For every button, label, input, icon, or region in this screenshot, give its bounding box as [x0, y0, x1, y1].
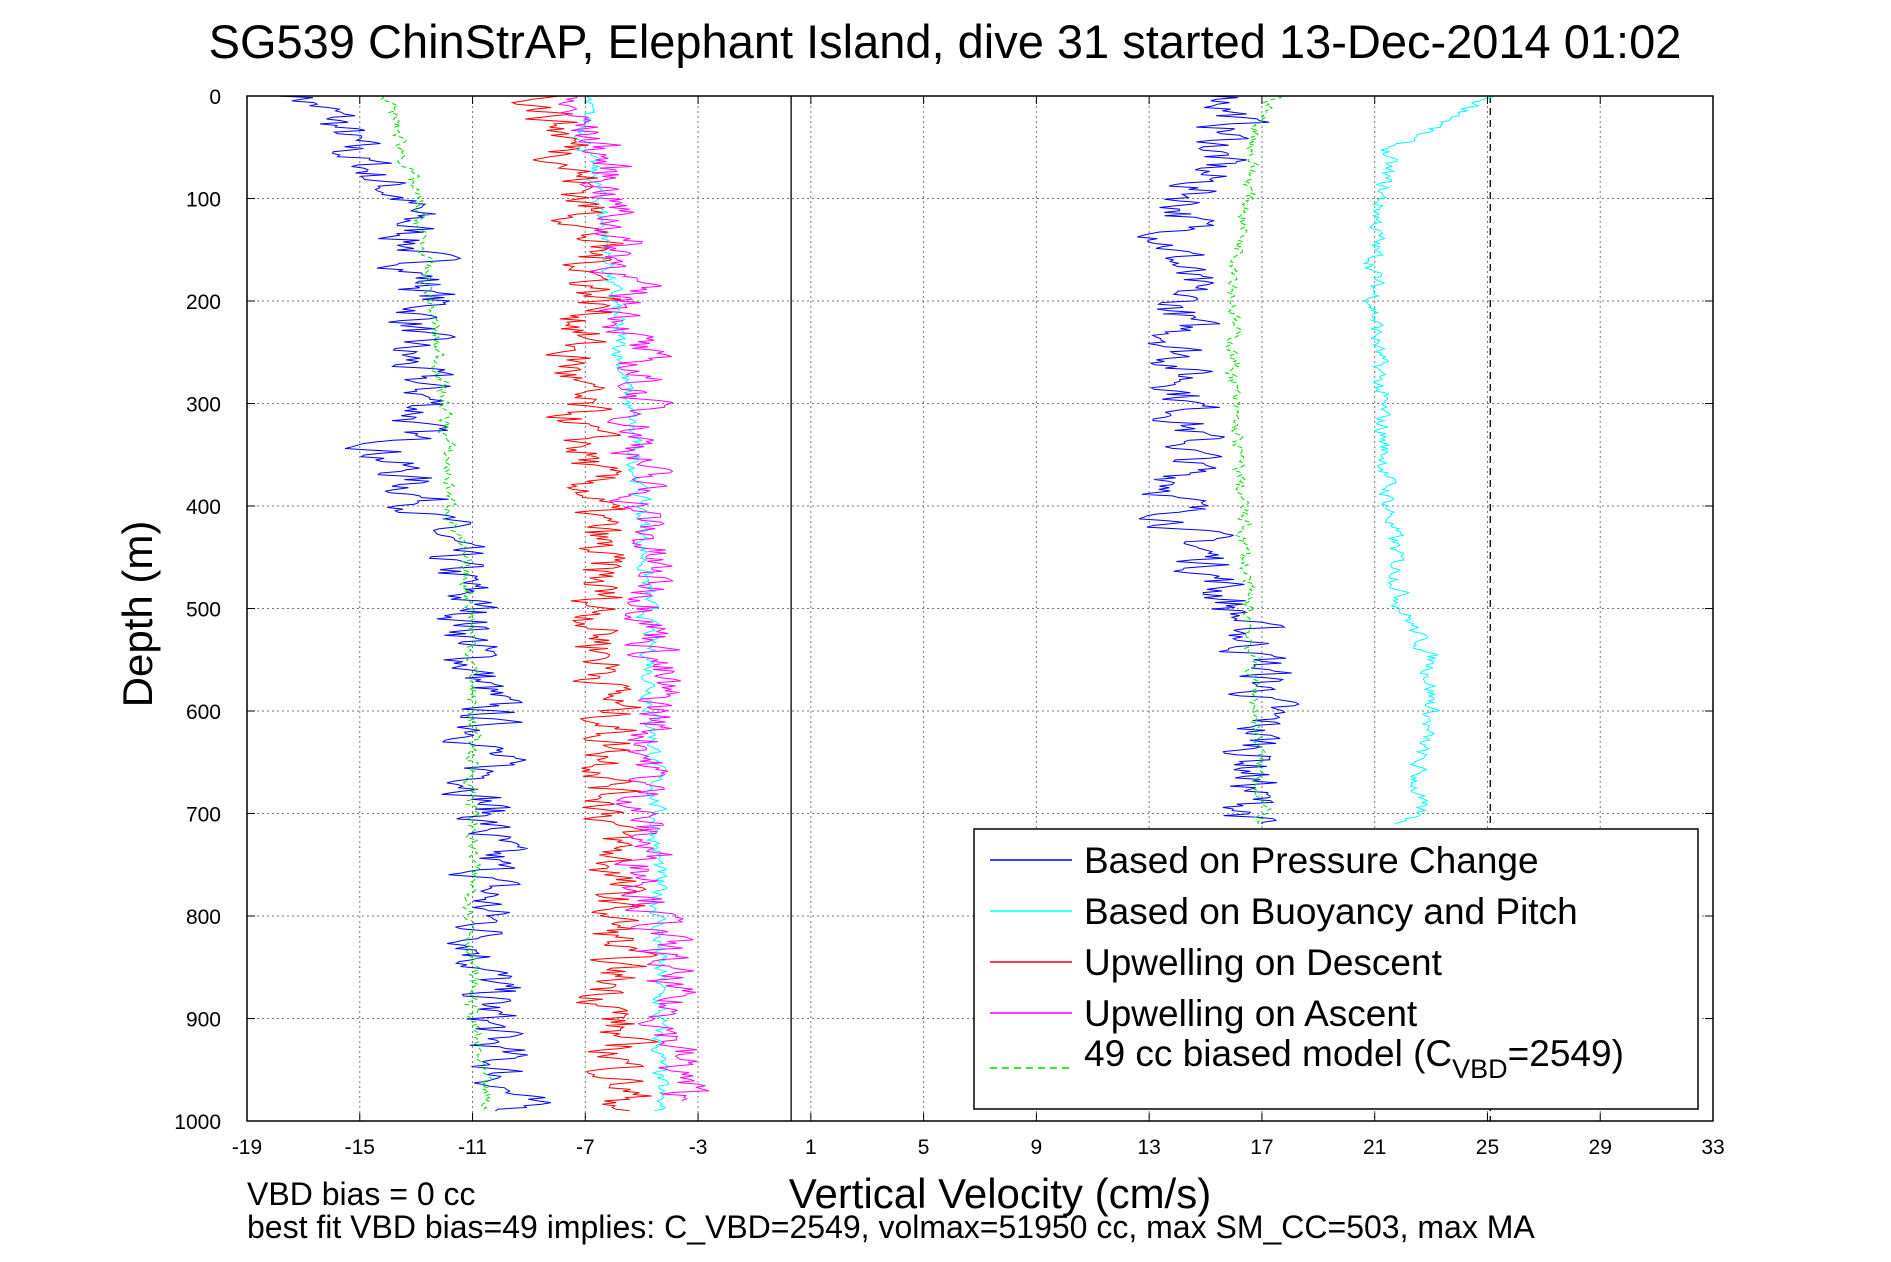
x-tick-label: -19 [232, 1136, 262, 1159]
x-tick-label: 21 [1363, 1136, 1386, 1159]
y-tick-label: 400 [186, 496, 221, 519]
series-line-4-0 [380, 95, 493, 1112]
x-tick-label: 5 [918, 1136, 930, 1159]
legend-label-pressure: Based on Pressure Change [1084, 840, 1539, 881]
x-tick-label: 13 [1137, 1136, 1160, 1159]
legend-label-ascent: Upwelling on Ascent [1084, 993, 1418, 1034]
y-tick-label: 1000 [174, 1111, 221, 1134]
y-tick-label: 500 [186, 599, 221, 622]
series-line-4-1 [1224, 95, 1282, 825]
x-tick-label: 1 [805, 1136, 817, 1159]
series-line-0-1 [1137, 95, 1300, 825]
x-tick-label: 9 [1031, 1136, 1043, 1159]
y-tick-label: 600 [186, 701, 221, 724]
series-line-1-1 [1362, 95, 1494, 825]
y-tick-label: 800 [186, 906, 221, 929]
series-line-1-0 [573, 95, 670, 1112]
x-tick-label: -11 [458, 1136, 487, 1159]
y-tick-label: 0 [209, 86, 221, 109]
y-axis-label: Depth (m) [114, 521, 161, 708]
chart-title: SG539 ChinStrAP, Elephant Island, dive 3… [209, 15, 1682, 68]
x-tick-label: -15 [345, 1136, 375, 1159]
legend: Based on Pressure Change Based on Buoyan… [973, 828, 1699, 1110]
series-line-3-0 [558, 95, 710, 1101]
y-axis-ticks: 0 100 200 300 400 500 600 700 800 900 1000 [174, 86, 1713, 1134]
x-tick-label: -7 [576, 1136, 595, 1159]
x-axis-ticks: -19 -15 -11 -7 -3 1 5 9 13 17 21 25 29 33 [232, 96, 1725, 1159]
legend-label-buoyancy: Based on Buoyancy and Pitch [1084, 891, 1578, 932]
x-axis-label: Vertical Velocity (cm/s) [789, 1170, 1211, 1217]
best-fit-note: best fit VBD bias=49 implies: C_VBD=2549… [247, 1209, 1535, 1245]
series-lines [277, 95, 1494, 1112]
legend-label-descent: Upwelling on Descent [1084, 942, 1443, 983]
x-tick-label: -3 [689, 1136, 708, 1159]
series-line-2-0 [510, 95, 659, 1112]
x-tick-label: 29 [1589, 1136, 1612, 1159]
x-tick-label: 25 [1476, 1136, 1499, 1159]
vbd-bias-note: VBD bias = 0 cc [247, 1176, 476, 1212]
y-tick-label: 900 [186, 1009, 221, 1032]
legend-model-subscript: VBD [1452, 1054, 1508, 1084]
series-line-0-0 [277, 95, 552, 1112]
legend-model-suffix: =2549) [1508, 1033, 1624, 1074]
x-tick-label: 17 [1250, 1136, 1273, 1159]
y-tick-label: 700 [186, 804, 221, 827]
legend-label-model: 49 cc biased model (CVBD=2549) [1084, 1033, 1624, 1084]
y-tick-label: 200 [186, 291, 221, 314]
legend-model-prefix: 49 cc biased model (C [1084, 1033, 1452, 1074]
legend-box [973, 828, 1699, 1110]
y-tick-label: 100 [186, 189, 221, 212]
y-tick-label: 300 [186, 394, 221, 417]
x-tick-label: 33 [1701, 1136, 1724, 1159]
